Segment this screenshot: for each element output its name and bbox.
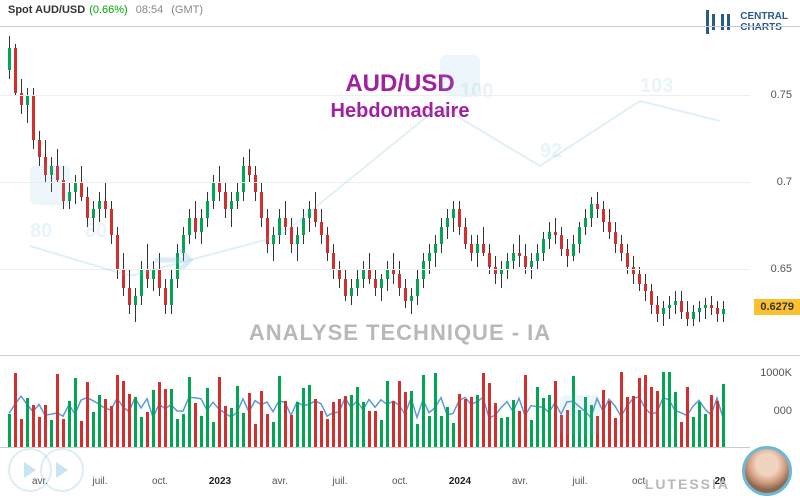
analysis-label: ANALYSE TECHNIQUE - IA: [249, 320, 551, 346]
time-x-axis: avr.juil.oct.2023avr.juil.oct.2024avr.ju…: [0, 476, 750, 494]
chart-subtitle: Hebdomadaire: [331, 100, 470, 123]
chart-header: Spot AUD/USD (0.66%) 08:54 (GMT): [0, 0, 800, 20]
change-text: (0.66%): [89, 4, 128, 16]
nav-next-button[interactable]: [40, 448, 84, 492]
symbol-text: Spot AUD/USD: [8, 4, 85, 16]
timezone-text: (GMT): [171, 4, 203, 16]
timestamp-text: 08:54: [136, 4, 164, 16]
avatar-icon[interactable]: [742, 446, 792, 496]
volume-y-axis: 0001000K: [750, 358, 800, 448]
current-price-tag: 0.6279: [754, 299, 800, 315]
chart-title: AUD/USD: [345, 70, 454, 98]
volume-chart-area[interactable]: [0, 358, 750, 448]
current-price-value: 0.6279: [760, 301, 794, 313]
logo-line1: CENTRAL: [740, 11, 788, 22]
brand-label: LUTESSIA: [645, 476, 730, 492]
